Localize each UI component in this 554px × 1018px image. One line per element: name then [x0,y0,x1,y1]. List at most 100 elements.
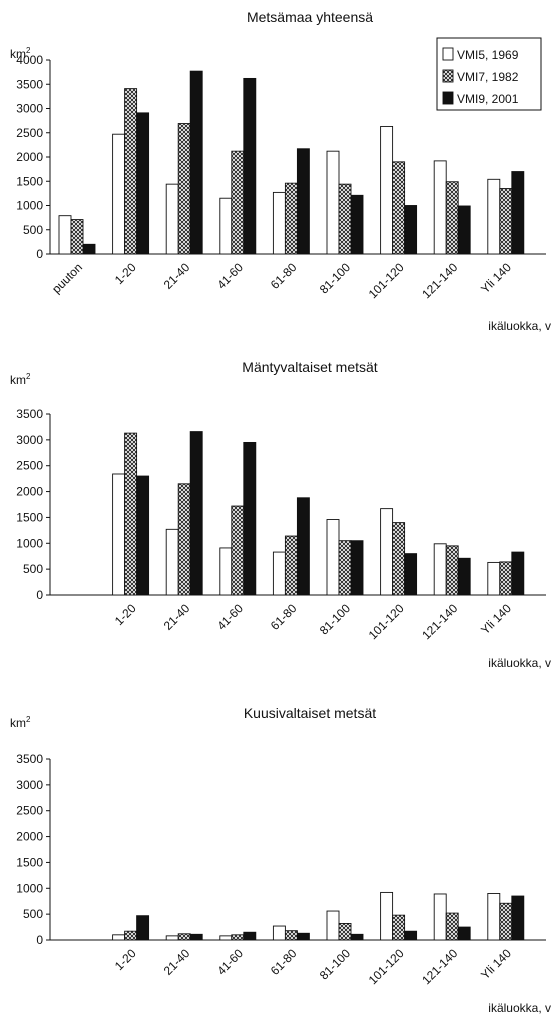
y-tick-label: 3000 [16,778,43,792]
x-tick-label: 81-100 [317,946,354,983]
bar [124,88,138,255]
y-tick-label: 0 [36,247,43,261]
bar [136,475,150,596]
bar [499,902,513,941]
bar [392,522,406,596]
bar [165,528,179,596]
y-axis-label: km2 [10,46,31,61]
x-tick-label: 1-20 [112,946,139,973]
x-axis-label: ikäluokka, v [488,1001,551,1015]
bar [284,535,298,596]
bar [112,473,126,596]
bar [487,893,501,941]
y-tick-label: 3000 [16,433,43,447]
x-axis-label: ikäluokka, v [488,656,551,670]
x-tick-label: 21-40 [161,946,193,978]
legend-swatch [442,69,454,83]
x-tick-label: Yli 140 [478,601,514,637]
y-tick-label: 3500 [16,77,43,91]
x-tick-label: 41-60 [214,601,246,633]
bar [284,182,298,255]
x-axis-label: ikäluokka, v [488,319,551,333]
x-tick-label: puuton [49,260,85,296]
bar [284,930,298,941]
y-tick-label: 2000 [16,830,43,844]
x-tick-label: 81-100 [317,601,354,638]
y-axis-label-exponent: 2 [26,46,31,55]
bar [326,519,340,596]
y-axis-label-base: km [10,373,26,387]
y-tick-label: 3000 [16,102,43,116]
bar [124,432,138,596]
bar [350,194,364,255]
bar [296,148,310,255]
bar [272,925,286,941]
bar [326,150,340,255]
x-tick-label: Yli 140 [478,946,514,982]
bar [82,243,96,255]
bar [165,183,179,255]
y-tick-label: 1500 [16,510,43,524]
bar [404,553,418,596]
bar [433,543,447,596]
bar [112,934,126,941]
bar [136,112,150,255]
y-axis-label-exponent: 2 [26,372,31,381]
bar [487,561,501,596]
bar [380,891,394,941]
bar [219,197,233,255]
bar [326,910,340,941]
legend: VMI5, 1969 VMI7, 1982 VMI9, 2001 [436,37,542,111]
bar [231,150,245,255]
bar [499,188,513,255]
y-tick-label: 2500 [16,804,43,818]
x-tick-label: Yli 140 [478,260,514,296]
chart-title: Metsämaa yhteensä [247,9,373,25]
x-tick-label: 61-80 [268,946,300,978]
bar [243,77,257,255]
bar [445,912,459,941]
bar [296,497,310,596]
y-axis-label-base: km [10,47,26,61]
y-tick-label: 1000 [16,881,43,895]
bar [189,70,203,255]
bar [511,171,525,255]
bar [177,483,191,596]
x-tick-label: 121-140 [419,601,460,642]
bar [392,914,406,941]
chart-2: Mäntyvaltaiset metsät km2 0 500 1000 1500 2000… [10,359,551,670]
bar [445,181,459,255]
x-tick-label: 21-40 [161,601,193,633]
bar [445,545,459,596]
bar [272,191,286,255]
bar [243,931,257,941]
y-axis-label: km2 [10,715,31,730]
bar [219,547,233,596]
bar [124,930,138,941]
legend-swatch [442,91,454,105]
y-tick-label: 2500 [16,126,43,140]
bar [487,178,501,255]
x-tick-label: 101-120 [366,260,407,301]
y-tick-label: 500 [23,562,43,576]
bar [457,205,471,255]
y-tick-label: 4000 [16,53,43,67]
x-tick-label: 1-20 [112,260,139,287]
bar [338,923,352,941]
bar [296,932,310,941]
x-tick-label: 1-20 [112,601,139,628]
bar [165,935,179,941]
y-tick-label: 0 [36,588,43,602]
legend-item: VMI7, 1982 [457,70,519,84]
x-tick-label: 121-140 [419,260,460,301]
bar [457,557,471,596]
bar [70,219,84,255]
x-tick-label: 101-120 [366,946,407,987]
bar [58,215,72,255]
y-tick-label: 500 [23,223,43,237]
bar [433,160,447,255]
x-tick-label: 121-140 [419,946,460,987]
x-tick-label: 61-80 [268,260,300,292]
legend-box [436,37,542,111]
y-tick-label: 3500 [16,407,43,421]
